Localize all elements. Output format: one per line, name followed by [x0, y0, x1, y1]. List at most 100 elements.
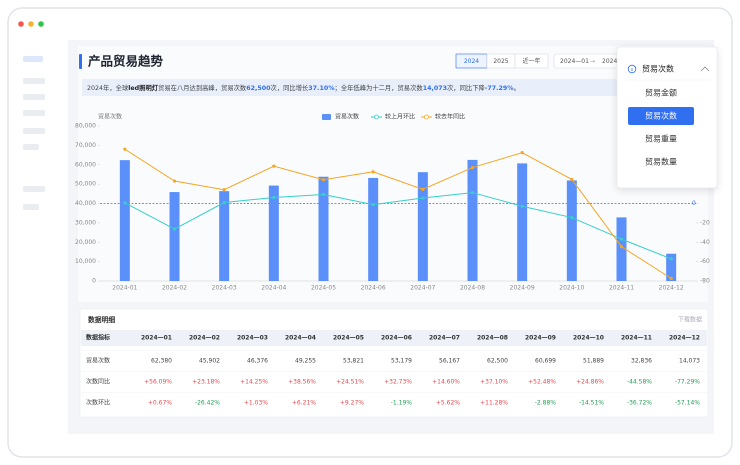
line-marker	[421, 187, 425, 191]
y-tick-label: 0	[92, 278, 96, 285]
table-cell: 62,500	[487, 358, 508, 365]
table-header-cell: 2024—09	[525, 335, 556, 342]
line-marker	[321, 192, 326, 197]
table-cell: 51,889	[583, 358, 604, 365]
line-marker	[470, 165, 475, 170]
bar	[268, 185, 279, 281]
filter-button[interactable]	[514, 53, 549, 69]
y2-tick-label: 0	[692, 200, 696, 207]
y2-tick-label: -80	[700, 278, 710, 285]
summary-part: 14,073	[423, 85, 447, 92]
table-header-cell: 2024—03	[237, 335, 268, 342]
legend-label[interactable]: 贸易次数	[335, 113, 359, 121]
table-title: 数据明细	[88, 315, 115, 324]
table-cell: +56.09%	[144, 379, 172, 386]
y-tick-label: 30,000	[75, 219, 96, 226]
dropdown-option[interactable]: 贸易数量	[645, 157, 677, 167]
sidebar-item[interactable]	[23, 186, 45, 192]
line-marker	[272, 164, 276, 168]
table-header-cell: 数据指标	[86, 334, 110, 342]
dropdown-option[interactable]: 贸易次数	[645, 111, 677, 121]
x-tick-label: 2024-01	[112, 285, 137, 292]
sidebar-item[interactable]	[23, 110, 45, 116]
table-cell: 46,376	[247, 358, 268, 365]
table-header-cell: 2024—05	[333, 335, 364, 342]
line-marker	[172, 179, 177, 183]
bar	[169, 192, 180, 281]
table-cell: -77.29%	[675, 379, 700, 386]
summary-part: 62,500	[246, 85, 271, 92]
summary-part: led照明灯	[128, 83, 159, 92]
summary-part: 37.10%	[308, 85, 335, 92]
table-header-cell: 2024—11	[621, 335, 652, 342]
dropdown-option[interactable]: 贸易重量	[645, 134, 677, 144]
x-tick-label: 2024-03	[212, 285, 237, 292]
info-icon	[627, 64, 637, 74]
sidebar-item[interactable]	[23, 144, 39, 150]
summary-part: 。	[514, 85, 520, 92]
y2-tick-label: -40	[700, 239, 710, 246]
dot-min[interactable]	[28, 21, 34, 27]
table-header-cell: 2024—04	[285, 335, 316, 342]
button-group: 2024 2025 近一年	[455, 53, 549, 69]
date-end: 2024—12	[602, 58, 631, 65]
table-cell: +24.51%	[336, 379, 364, 386]
sidebar-item[interactable]	[23, 78, 45, 84]
date-start: 2024—01	[560, 58, 589, 65]
y-tick-label: 50,000	[75, 181, 96, 188]
line	[124, 192, 672, 260]
summary-part: ；全年低峰为十二月，贸易次数	[335, 83, 424, 92]
line-marker	[123, 201, 127, 205]
table-cell: 60,699	[535, 358, 556, 365]
line-marker	[272, 195, 276, 200]
option-highlight[interactable]	[628, 107, 694, 125]
x-tick-label: 2024-02	[162, 285, 187, 292]
filter-button-label: 2025	[493, 58, 508, 65]
table-cell: +11.28%	[480, 400, 508, 407]
sidebar-item[interactable]	[23, 94, 45, 100]
sidebar-item[interactable]	[23, 128, 45, 134]
table-cell: 62,380	[151, 358, 172, 365]
table-cell: 45,902	[199, 358, 220, 365]
line-marker	[520, 204, 524, 208]
line-marker	[570, 177, 574, 182]
x-tick-label: 2024-06	[361, 285, 386, 292]
dropdown-current[interactable]: 贸易次数	[642, 64, 674, 74]
legend-label[interactable]: 较上月环比	[385, 113, 415, 121]
table-header-cell: 2024—12	[669, 335, 700, 342]
line-marker	[570, 215, 574, 220]
line-marker	[222, 188, 226, 192]
table-cell: 次数环比	[86, 399, 110, 407]
sidebar-item[interactable]	[23, 56, 43, 62]
table-cell: 56,167	[439, 358, 460, 365]
bar	[119, 160, 130, 281]
table-cell: +38.56%	[288, 379, 316, 386]
filter-button-label: 2024	[464, 58, 479, 65]
legend-label[interactable]: 较去年同比	[435, 113, 465, 121]
table-cell: +37.10%	[480, 379, 508, 386]
bar	[417, 172, 428, 281]
table-header-cell: 2024—02	[189, 335, 220, 342]
summary-part: 次，同比增长	[271, 83, 309, 92]
table-header-cell: 2024—10	[573, 335, 604, 342]
legend-swatch[interactable]	[322, 114, 331, 120]
table-header-cell: 2024—07	[429, 335, 460, 342]
table-card	[79, 308, 709, 418]
dot-close[interactable]	[18, 21, 24, 27]
download-button[interactable]: 下载数据	[678, 316, 702, 324]
chevron[interactable]	[700, 66, 710, 72]
y-tick-label: 10,000	[75, 258, 96, 265]
dropdown-option[interactable]: 贸易金额	[645, 88, 677, 98]
sidebar-item[interactable]	[23, 204, 39, 210]
table-cell: 53,821	[343, 358, 364, 365]
x-tick-label: 2024-04	[261, 285, 286, 292]
line-marker	[321, 178, 326, 182]
x-tick-label: 2024-08	[460, 285, 485, 292]
y-axis-label: 贸易次数	[98, 113, 122, 121]
table-cell: -44.58%	[627, 379, 652, 386]
summary-part: 贸易在八月达到高峰，贸易次数	[158, 83, 247, 92]
table-cell: -36.72%	[627, 400, 652, 407]
dot-max[interactable]	[38, 21, 44, 27]
bar	[666, 253, 677, 281]
table-header-bg	[81, 330, 707, 346]
